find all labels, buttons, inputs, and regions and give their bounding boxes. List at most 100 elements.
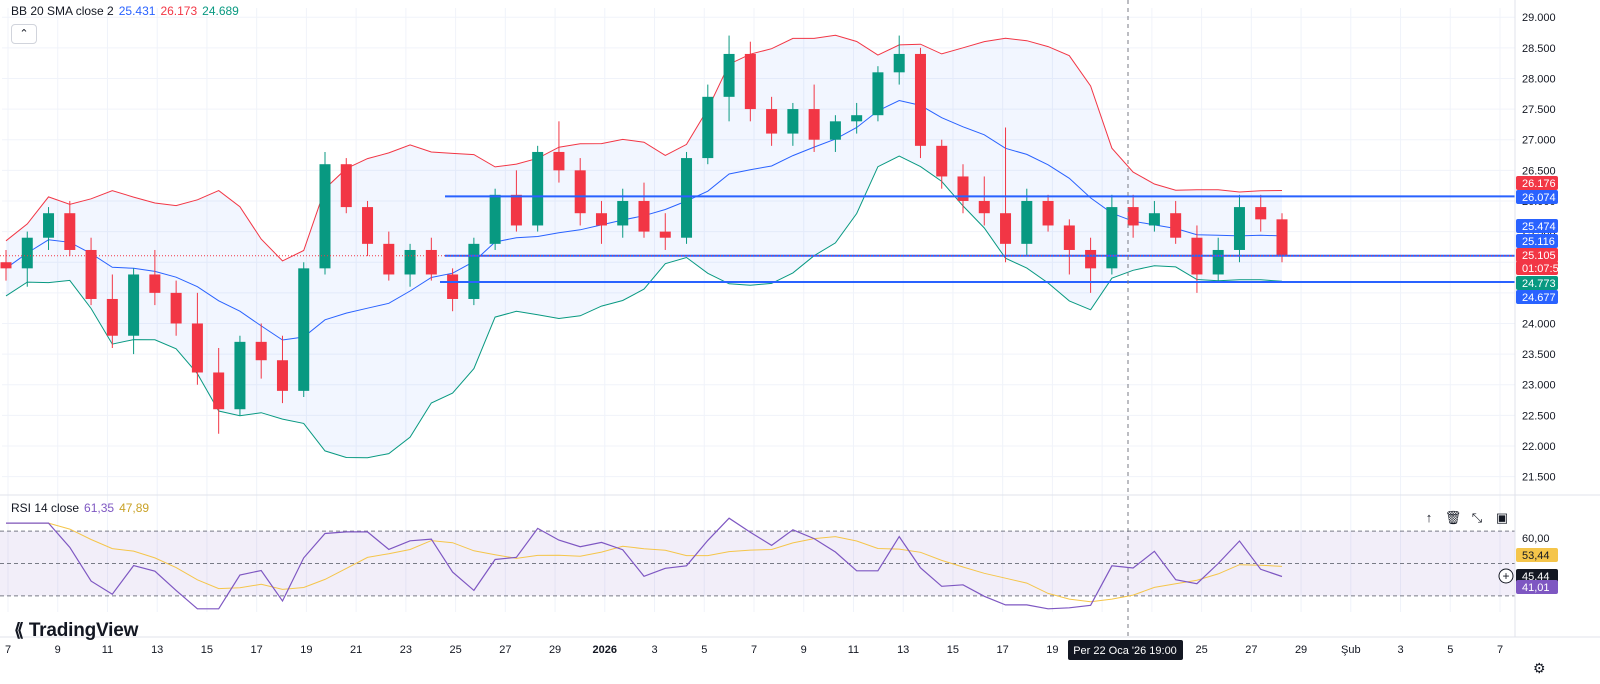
candle-body	[978, 200, 990, 214]
rsi-legend[interactable]: RSI 14 close 61,35 47,89	[11, 501, 154, 515]
price-tick-label: 22.000	[1522, 441, 1556, 453]
candle-body	[255, 341, 267, 361]
price-label: 24.677	[1522, 292, 1556, 304]
candle-body	[681, 158, 693, 238]
candle-body	[1127, 207, 1139, 226]
candle-body	[1042, 200, 1054, 226]
time-tick-label: 7	[751, 644, 757, 656]
settings-button[interactable]: ⚙	[1533, 660, 1546, 677]
candle-body	[766, 109, 778, 134]
price-tick-label: 29.000	[1522, 12, 1556, 24]
candle-body	[1212, 249, 1224, 275]
tradingview-mark-icon: ⟪	[14, 620, 24, 640]
candle-body	[43, 213, 55, 238]
candle-body	[617, 200, 629, 226]
candle-body	[213, 372, 225, 410]
candle-body	[829, 121, 841, 140]
candle-body	[468, 243, 480, 299]
price-label-box	[1516, 261, 1558, 275]
candle-body	[234, 341, 246, 410]
rsi-pane[interactable]	[0, 517, 1515, 610]
price-label: 25.105	[1522, 250, 1556, 262]
candle-body	[914, 53, 926, 146]
rsi-label-box	[1516, 548, 1558, 562]
time-tick-label: 7	[5, 644, 11, 656]
time-tick-label: 25	[449, 644, 461, 656]
price-tick-label: 23.500	[1522, 349, 1556, 361]
maximize-pane-button[interactable]: ▣	[1491, 508, 1513, 528]
price-label: 25.116	[1522, 236, 1555, 248]
time-tick-label: 19	[1046, 644, 1058, 656]
candle-body	[1148, 213, 1160, 226]
time-tick-label: 11	[848, 644, 859, 656]
candle-body	[851, 115, 863, 122]
bb-legend-label: BB 20 SMA close 2	[11, 4, 114, 18]
bollinger-fill	[6, 35, 1282, 458]
price-label: 25.474	[1522, 221, 1556, 233]
candle-body	[1276, 219, 1288, 257]
bollinger-band-fill	[6, 35, 1282, 458]
time-tick-label: 29	[549, 644, 561, 656]
time-tick-label: 7	[1497, 644, 1503, 656]
plus-icon-glyph: +	[1502, 569, 1509, 583]
time-tick-label: 2026	[593, 644, 617, 656]
candle-body	[659, 231, 671, 238]
candle-body	[191, 323, 203, 373]
collapse-legend-button[interactable]: ⌃	[11, 24, 37, 44]
candle-body	[553, 151, 565, 171]
candle-body	[1106, 207, 1118, 269]
rsi-ma-line	[6, 522, 1283, 603]
rsi-label: 53,44	[1522, 550, 1550, 562]
tradingview-logo[interactable]: ⟪ TradingView	[14, 620, 138, 642]
candle-body	[1085, 249, 1097, 269]
candle-body	[85, 249, 97, 299]
time-tick-label: 25	[1195, 644, 1207, 656]
candle-body	[383, 243, 395, 275]
candle-body	[149, 274, 161, 293]
price-label-box	[1516, 248, 1558, 262]
candle-body	[362, 207, 374, 244]
price-tick-label: 28.500	[1522, 43, 1556, 55]
rsi-value: 61,35	[84, 501, 115, 515]
candle-body	[872, 72, 884, 116]
collapse-icon: ⤡	[1471, 510, 1483, 525]
time-tick-label: 29	[1295, 644, 1307, 656]
bb-legend[interactable]: BB 20 SMA close 2 25.431 26.173 24.689	[11, 4, 244, 18]
price-label-box	[1516, 290, 1558, 304]
candle-body	[447, 274, 459, 299]
price-tick-label: 27.000	[1522, 135, 1556, 147]
move-pane-up-button[interactable]: ↑	[1418, 508, 1440, 528]
candle-body	[638, 200, 650, 232]
candle-body	[1021, 200, 1033, 244]
collapse-pane-button[interactable]: ⤡	[1466, 508, 1488, 528]
time-tick-label: 15	[947, 644, 959, 656]
time-tick-label: 3	[1397, 644, 1403, 656]
horizontal-levels[interactable]	[0, 195, 1515, 284]
candle-body	[340, 164, 352, 208]
candle-body	[574, 170, 586, 214]
time-tick-label: 9	[55, 644, 61, 656]
candle-body	[170, 292, 182, 324]
price-tick-label: 22.500	[1522, 410, 1556, 422]
chevron-up-icon: ⌃	[19, 28, 29, 40]
time-tick-label: 27	[1245, 644, 1257, 656]
trash-icon: 🗑	[1444, 510, 1462, 525]
time-tick-label: 11	[102, 644, 113, 656]
time-tick-label: 21	[350, 644, 362, 656]
time-tick-label: 23	[400, 644, 412, 656]
time-tick-label: 17	[251, 644, 263, 656]
candle-body	[808, 109, 820, 140]
candle-body	[319, 164, 331, 269]
delete-pane-button[interactable]: 🗑	[1442, 508, 1464, 528]
candle-body	[1170, 213, 1182, 238]
time-tick-label: 9	[801, 644, 807, 656]
time-tick-label: 3	[651, 644, 657, 656]
candle-body	[1000, 213, 1012, 244]
candle-body	[1255, 207, 1267, 220]
candlestick-series[interactable]	[0, 35, 1288, 434]
candle-body	[404, 249, 416, 275]
candle-body	[425, 249, 437, 275]
candle-body	[893, 53, 905, 73]
plus-icon	[1498, 568, 1514, 584]
